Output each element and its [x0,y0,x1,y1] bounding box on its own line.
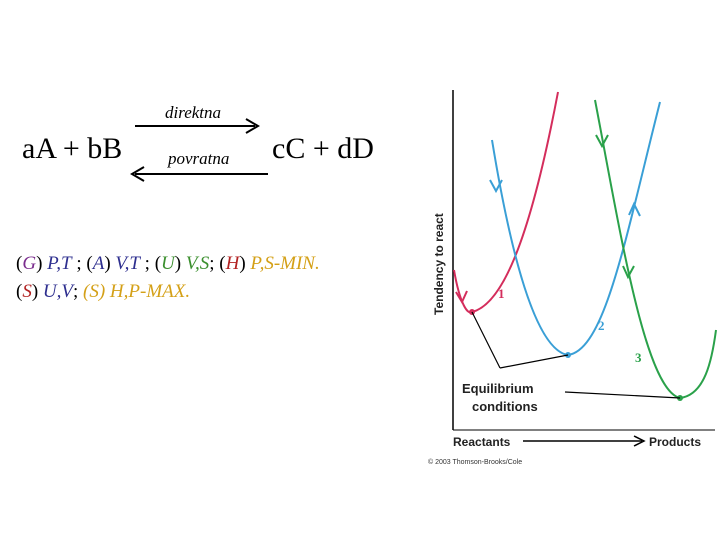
thermo-segment: ( [16,253,23,274]
x-label-products: Products [649,435,701,449]
thermo-segment: P,S-MIN. [245,253,320,274]
curve-2-arrow-right-icon [628,201,641,217]
thermo-line-1: (G) P,T ; (A) V,T ; (U) V,S; (H) P,S-MIN… [16,250,436,278]
thermo-segment: G [22,253,37,274]
thermo-segment: ( [16,281,23,302]
thermo-segment: ( [86,253,93,274]
annotation-line-2: conditions [472,399,538,414]
thermo-segment: H [225,253,240,274]
curve-2-arrow-left-icon [489,179,503,194]
curve-2 [491,101,661,357]
copyright-text: © 2003 Thomson-Brooks/Cole [428,458,522,466]
curve-2-label: 2 [598,318,605,333]
x-axis-arrow-icon [523,435,646,447]
annotation-line-1: Equilibrium [462,381,534,396]
thermo-segment: ) [174,253,182,274]
thermo-segment: V,T [110,253,140,274]
reactants-text: aA + bB [22,132,122,165]
curve-3-arrow-icon [595,134,609,149]
thermo-line-2: (S) U,V; (S) H,P-MAX. [16,278,436,306]
curve-3 [594,99,717,400]
thermo-potentials: (G) P,T ; (A) V,T ; (U) V,S; (H) P,S-MIN… [16,250,436,306]
thermo-segment: A [92,253,105,274]
curve-1 [453,91,559,314]
thermo-segment: (S) H,P-MAX. [83,281,191,302]
thermo-segment: ( [219,253,226,274]
thermo-segment: ; [72,281,84,302]
equilibrium-plot: Tendency to react 1 2 3 Equilibrium cond… [428,90,717,466]
reaction-equation: aA + bB direktna cC + dD povratna [22,103,374,182]
thermo-segment: ) [36,253,43,274]
products-text: cC + dD [272,132,374,165]
thermo-segment: U [161,253,175,274]
curve-1-arrow-icon [455,290,468,305]
thermo-segment: P,T [42,253,72,274]
x-label-reactants: Reactants [453,435,511,449]
thermo-segment: ) [31,281,39,302]
reverse-arrow-icon [130,166,268,182]
reverse-label: povratna [167,149,229,168]
curve-3-label: 3 [635,350,642,365]
thermo-segment: S [22,281,32,302]
thermo-segment: ; [139,253,155,274]
thermo-segment: U,V [38,281,73,302]
thermo-segment: ( [154,253,162,274]
equilibrium-pointers [471,311,681,399]
thermo-segment: ) [239,253,246,274]
curve-1-label: 1 [498,286,505,301]
thermo-segment: ; [71,253,87,274]
thermo-segment: ; [209,253,220,274]
forward-arrow-icon [135,118,260,134]
y-axis-label: Tendency to react [432,213,446,315]
forward-label: direktna [165,103,221,122]
curve-3-arrow-2-icon [622,265,635,280]
thermo-segment: V,S [181,253,210,274]
thermo-segment: ) [104,253,111,274]
